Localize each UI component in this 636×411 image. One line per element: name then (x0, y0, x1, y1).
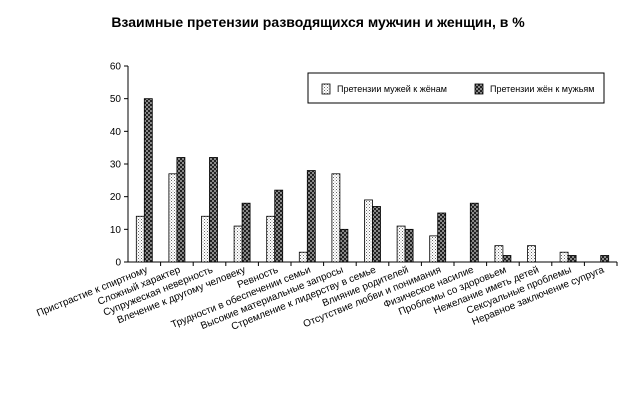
bar-husbands (168, 173, 178, 263)
bar-husbands (331, 173, 341, 263)
legend: Претензии мужей к жёнам Претензии жён к … (307, 72, 605, 104)
bar-wives (404, 228, 414, 263)
y-tick-label: 0 (115, 258, 121, 269)
bar-husbands (429, 235, 439, 263)
bar-wives (209, 157, 218, 263)
bar-husbands (201, 215, 210, 263)
bar-husbands (527, 245, 536, 263)
y-tick-label: 50 (110, 94, 122, 105)
bar-wives (502, 255, 512, 263)
y-tick-label: 60 (110, 62, 122, 73)
bar-husbands (266, 215, 276, 263)
y-tick-label: 30 (110, 160, 122, 171)
bar-wives (241, 202, 251, 263)
bar-husbands (396, 225, 406, 263)
bar-wives (469, 202, 479, 263)
bar-husbands (559, 251, 569, 263)
legend-box (307, 72, 605, 104)
y-tick-label: 10 (110, 225, 122, 236)
bar-husbands (298, 251, 308, 263)
y-tick-label: 40 (110, 127, 122, 138)
legend-swatch-husbands (321, 83, 331, 95)
bar-wives (306, 170, 316, 263)
bar-husbands (135, 215, 145, 263)
bar-wives (176, 157, 186, 263)
y-axis: 0 10 20 30 40 50 60 (110, 62, 129, 269)
bar-wives (339, 228, 349, 263)
y-tick-label: 20 (110, 192, 122, 203)
bar-wives (437, 212, 447, 263)
bar-wives (274, 189, 284, 263)
bar-wives (372, 206, 381, 263)
bar-husbands (233, 225, 243, 263)
bar-wives (600, 255, 610, 263)
bar-wives (567, 255, 577, 263)
chart-title: Взаимные претензии разводящихся мужчин и… (111, 14, 525, 30)
legend-label-wives: Претензии жён к мужьям (490, 84, 594, 94)
bars-group (135, 98, 610, 263)
bar-husbands (494, 245, 504, 263)
legend-swatch-wives (474, 83, 484, 95)
legend-label-husbands: Претензии мужей к жёнам (337, 84, 447, 94)
bar-wives (143, 98, 153, 263)
bar-husbands (364, 199, 373, 263)
